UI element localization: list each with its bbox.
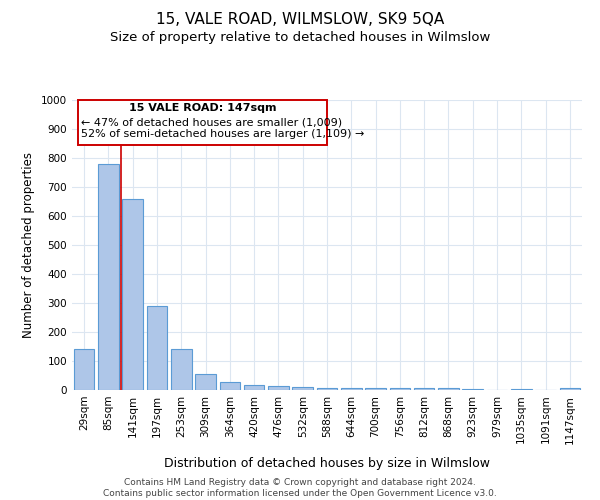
Bar (220, 382, 240, 390)
Bar (292, 387, 313, 390)
Text: ← 47% of detached houses are smaller (1,009): ← 47% of detached houses are smaller (1,… (81, 118, 342, 128)
Bar (560, 388, 580, 390)
Bar (98, 164, 119, 390)
Text: 52% of semi-detached houses are larger (1,109) →: 52% of semi-detached houses are larger (… (81, 129, 364, 139)
Bar (463, 388, 483, 390)
Bar (365, 388, 386, 390)
Text: Distribution of detached houses by size in Wilmslow: Distribution of detached houses by size … (164, 458, 490, 470)
Bar (317, 388, 337, 390)
Bar (244, 385, 265, 390)
Bar (341, 388, 362, 390)
Bar (74, 350, 94, 390)
Bar (195, 374, 216, 390)
Text: Contains HM Land Registry data © Crown copyright and database right 2024.
Contai: Contains HM Land Registry data © Crown c… (103, 478, 497, 498)
Bar (511, 388, 532, 390)
Bar (122, 198, 143, 390)
Bar (268, 386, 289, 390)
Bar (171, 350, 191, 390)
Y-axis label: Number of detached properties: Number of detached properties (22, 152, 35, 338)
Bar (389, 388, 410, 390)
Bar (146, 306, 167, 390)
Text: Size of property relative to detached houses in Wilmslow: Size of property relative to detached ho… (110, 31, 490, 44)
Bar (438, 388, 459, 390)
Bar (414, 388, 434, 390)
Text: 15, VALE ROAD, WILMSLOW, SK9 5QA: 15, VALE ROAD, WILMSLOW, SK9 5QA (156, 12, 444, 28)
Text: 15 VALE ROAD: 147sqm: 15 VALE ROAD: 147sqm (129, 102, 276, 113)
